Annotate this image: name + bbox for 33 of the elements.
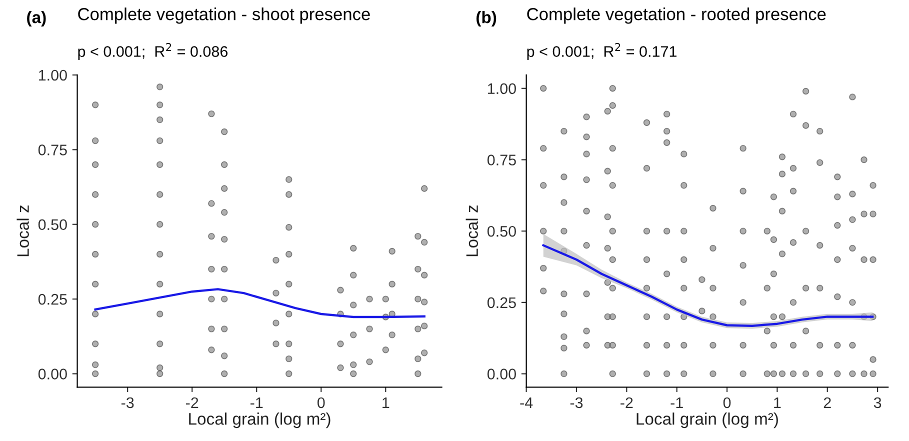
chart-subtitle: p < 0.001; R$^{2}$ = 0.086	[78, 42, 228, 60]
y-tick-label: 0.25	[487, 297, 516, 308]
text: (b)	[476, 11, 496, 27]
x-tick-label: -3	[121, 397, 134, 408]
y-axis-title: Local z	[16, 206, 29, 256]
x-tick-label: -2	[620, 397, 633, 408]
y-axis-title: Local z	[466, 206, 478, 256]
y-tick-label: 0.50	[38, 219, 67, 230]
text: (a)	[27, 11, 46, 27]
y-tick-label: 0.75	[38, 144, 67, 156]
x-tick-label: -2	[186, 397, 198, 408]
x-tick-label: 0	[317, 397, 325, 408]
y-tick-label: 0.25	[38, 294, 67, 305]
y-tick-label: 0.75	[487, 154, 516, 166]
chart-title: Complete vegetation - rooted presence	[527, 8, 826, 24]
y-tick-label: 0.00	[38, 368, 67, 380]
chart-title: Complete vegetation - shoot presence	[78, 8, 370, 24]
x-axis-title: Local grain (log m²)	[189, 412, 330, 428]
x-axis-title: Local grain (log m²)	[636, 412, 778, 428]
x-tick-label: 3	[874, 397, 882, 408]
x-tick-label: -4	[520, 397, 533, 408]
chart-subtitle: p < 0.001; R$^{2}$ = 0.171	[527, 42, 676, 60]
x-tick-label: 2	[824, 397, 831, 408]
x-tick-label: -1	[670, 397, 683, 408]
x-tick-label: 1	[774, 397, 781, 408]
x-tick-label: 1	[382, 397, 390, 408]
x-tick-label: -3	[570, 397, 583, 408]
y-tick-label: 0.00	[487, 368, 516, 380]
x-tick-label: 0	[723, 397, 731, 408]
y-tick-label: 1.00	[488, 83, 516, 94]
x-tick-label: -1	[250, 397, 263, 408]
y-tick-label: 1.00	[38, 70, 67, 81]
y-tick-label: 0.50	[487, 226, 516, 237]
